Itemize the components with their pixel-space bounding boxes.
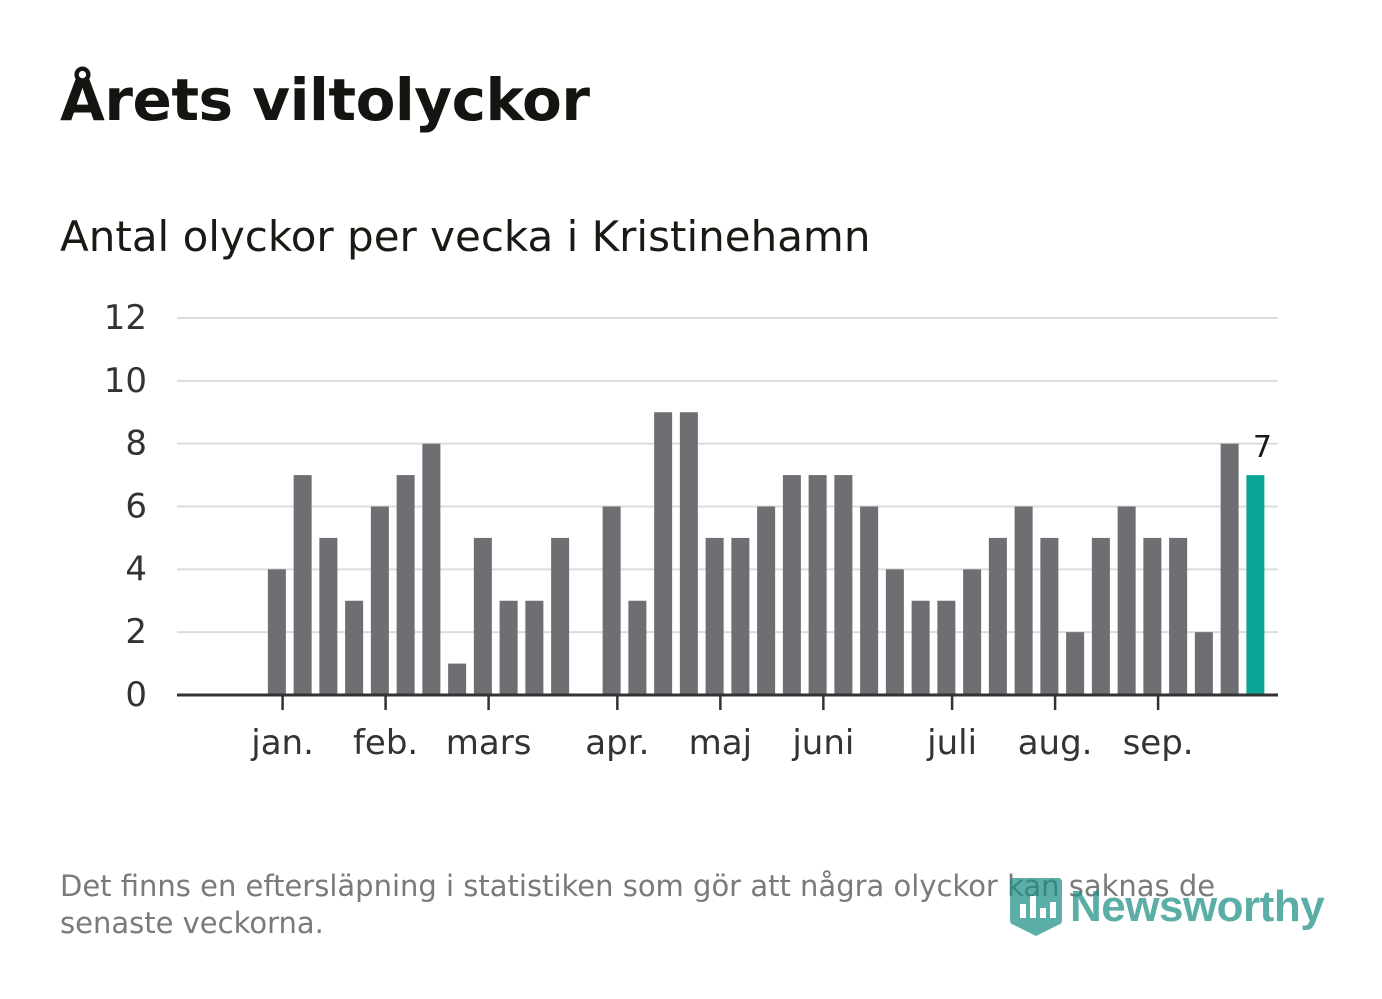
x-tick-label: juli xyxy=(926,723,977,763)
bar xyxy=(525,600,544,695)
bar xyxy=(628,600,647,695)
x-tick-label: maj xyxy=(689,723,752,763)
y-tick-label: 2 xyxy=(125,612,147,652)
x-tick-label: feb. xyxy=(353,723,418,763)
bar xyxy=(396,475,415,695)
grid-lines xyxy=(177,317,1278,634)
bar xyxy=(1117,506,1136,695)
bar xyxy=(988,537,1007,695)
y-tick-label: 12 xyxy=(104,298,147,338)
y-tick-label: 4 xyxy=(125,549,147,589)
newsworthy-logo-icon xyxy=(1010,878,1062,936)
y-tick-label: 0 xyxy=(125,675,147,715)
bar xyxy=(267,569,286,695)
bar xyxy=(1040,537,1059,695)
chart-subtitle: Antal olyckor per vecka i Kristinehamn xyxy=(60,212,871,261)
bar xyxy=(448,663,467,695)
bar xyxy=(963,569,982,695)
bar xyxy=(1143,537,1162,695)
bar xyxy=(1169,537,1188,695)
x-tick-label: sep. xyxy=(1123,723,1194,763)
y-tick-label: 8 xyxy=(125,424,147,464)
bar xyxy=(1066,632,1085,695)
bar xyxy=(1194,632,1213,695)
bar xyxy=(1014,506,1033,695)
bar xyxy=(654,412,673,695)
bar xyxy=(422,443,441,695)
bar xyxy=(1091,537,1110,695)
bar xyxy=(808,475,827,695)
brand-logo: Newsworthy xyxy=(1008,872,1325,942)
x-axis-labels: jan. feb. mars apr. maj juni juli aug. sep. xyxy=(250,723,1193,763)
bar xyxy=(473,537,492,695)
x-tick-label: jan. xyxy=(250,723,314,763)
bar xyxy=(370,506,389,695)
bar xyxy=(937,600,956,695)
bar xyxy=(860,506,879,695)
bar-highlight xyxy=(1246,475,1265,695)
y-axis-labels: 0 2 4 6 8 10 12 xyxy=(104,298,147,715)
y-tick-label: 10 xyxy=(104,361,147,401)
y-tick-label: 6 xyxy=(125,487,147,527)
bar xyxy=(731,537,750,695)
bar xyxy=(602,506,621,695)
bar xyxy=(705,537,724,695)
bar xyxy=(679,412,698,695)
bar xyxy=(885,569,904,695)
highlight-value-label: 7 xyxy=(1253,430,1272,465)
chart-title: Årets viltolyckor xyxy=(60,66,590,134)
bar xyxy=(1220,443,1239,695)
bar xyxy=(293,475,312,695)
x-tick-label: mars xyxy=(446,723,532,763)
x-tick-label: apr. xyxy=(585,723,649,763)
bar xyxy=(345,600,364,695)
x-tick-label: aug. xyxy=(1018,723,1093,763)
annotations: 7 xyxy=(1253,430,1272,465)
bar xyxy=(499,600,518,695)
bars xyxy=(267,412,1265,695)
bar xyxy=(782,475,801,695)
bar xyxy=(911,600,930,695)
bar xyxy=(834,475,853,695)
bar xyxy=(319,537,338,695)
bar xyxy=(551,537,570,695)
x-axis xyxy=(177,693,1278,710)
x-tick-label: juni xyxy=(791,723,854,763)
bar xyxy=(757,506,776,695)
brand-name: Newsworthy xyxy=(1070,882,1325,931)
